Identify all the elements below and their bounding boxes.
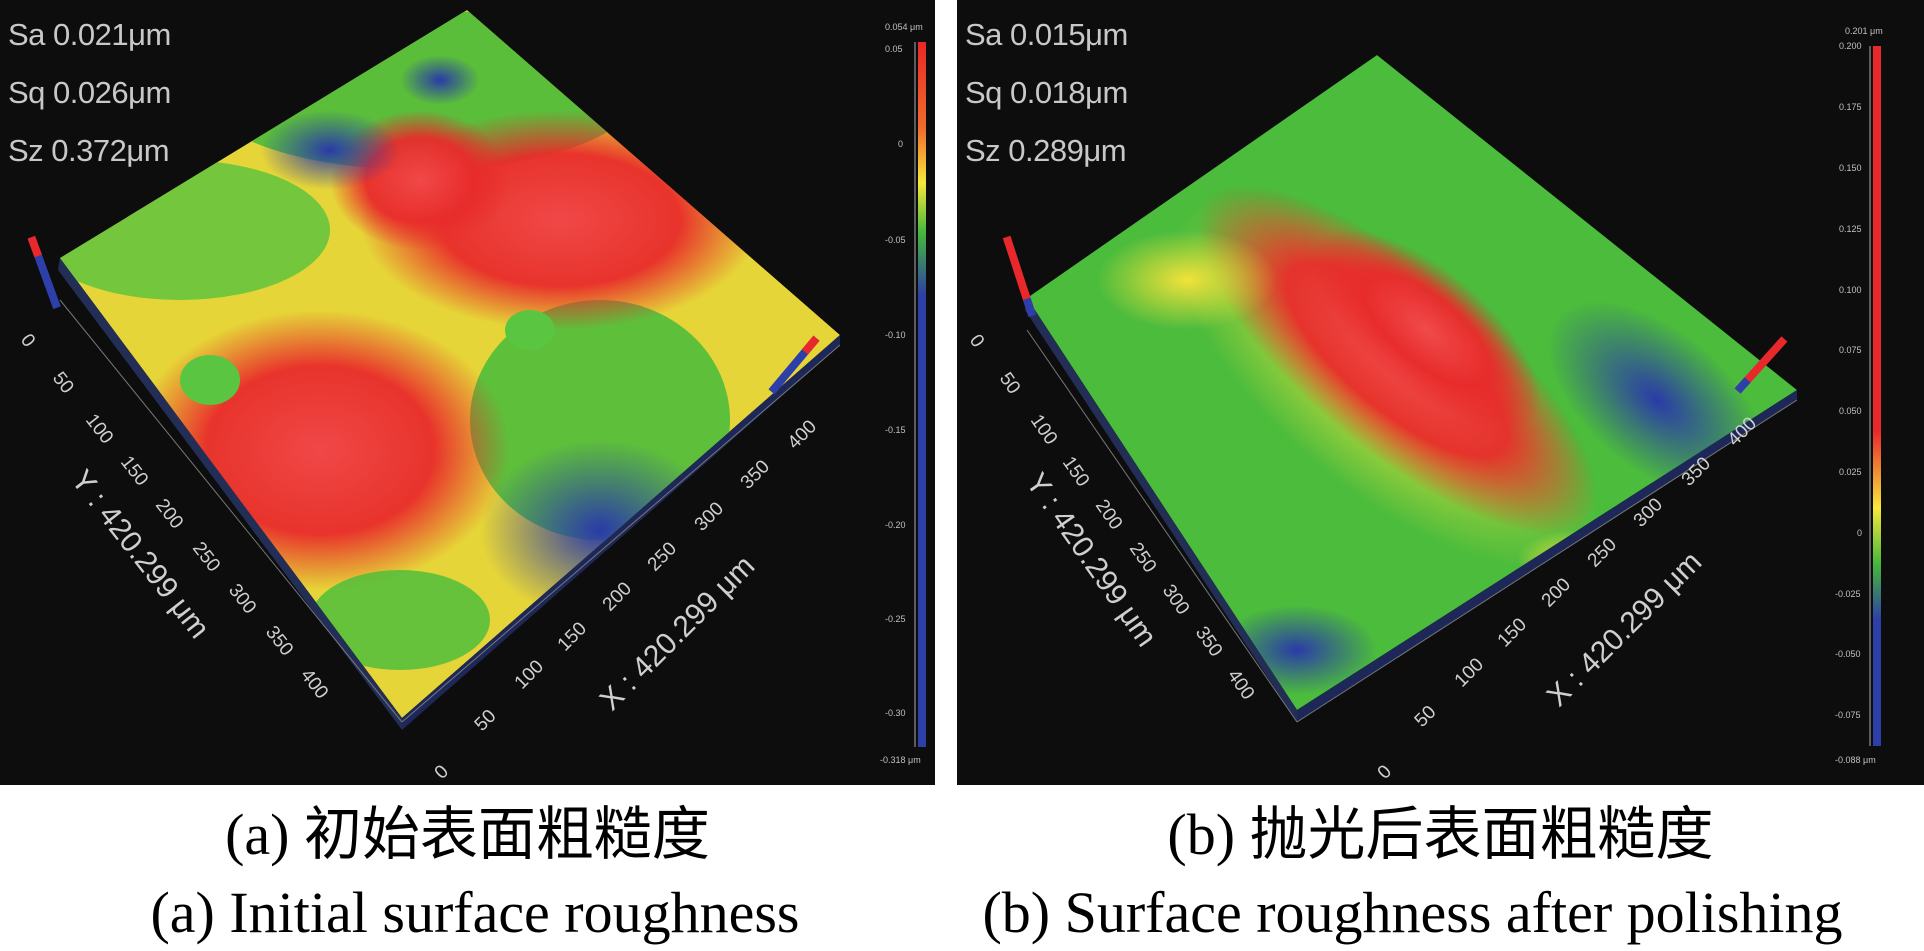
x-tick: 50 [471, 706, 501, 736]
scale-tick: -0.15 [885, 425, 906, 435]
y-tick: 200 [1091, 496, 1126, 534]
scale-tick: -0.30 [885, 708, 906, 718]
y-tick: 0 [965, 331, 988, 352]
x-tick: 350 [737, 456, 774, 493]
x-tick: 0 [431, 761, 453, 783]
y-tick: 350 [261, 622, 297, 660]
scale-tick: 0.050 [1839, 406, 1862, 416]
color-scale-bar [1873, 46, 1881, 746]
surface-plot-panel-a: 0 50 100 150 200 250 300 350 400 Y : 420… [0, 0, 935, 785]
roughness-stats-a: Sa 0.021μm Sq 0.026μm Sz 0.372μm [8, 6, 171, 180]
y-tick: 350 [1191, 623, 1226, 661]
x-tick: 0 [1374, 761, 1396, 783]
scale-tick: 0.150 [1839, 163, 1862, 173]
scale-tick: 0.075 [1839, 345, 1862, 355]
x-tick: 250 [1584, 534, 1621, 571]
y-tick: 400 [296, 665, 332, 703]
scale-min-label: -0.318 μm [880, 755, 921, 765]
scale-tick: 0.05 [885, 44, 903, 54]
y-tick: 150 [116, 452, 152, 490]
y-tick: 50 [48, 368, 78, 398]
y-tick: 200 [151, 495, 187, 533]
surface-plot-panel-b: 0 50 100 150 200 250 300 350 400 Y : 420… [957, 0, 1924, 785]
scale-tick: 0.100 [1839, 285, 1862, 295]
x-tick: 400 [784, 416, 821, 453]
scale-tick: -0.075 [1835, 710, 1861, 720]
scale-tick: -0.05 [885, 235, 906, 245]
y-tick: 400 [1223, 666, 1258, 704]
scale-tick: 0.125 [1839, 224, 1862, 234]
scale-tick: -0.025 [1835, 589, 1861, 599]
color-scale-bar [918, 42, 926, 747]
scale-tick: -0.10 [885, 330, 906, 340]
y-tick: 300 [1158, 581, 1193, 619]
surface-3d-view-b: 0 50 100 150 200 250 300 350 400 Y : 420… [965, 26, 1883, 784]
x-axis-label-a: X : 420.299 μm [594, 549, 762, 717]
x-axis-label-b: X : 420.299 μm [1541, 545, 1709, 713]
caption-en-b: (b) Surface roughness after polishing [982, 880, 1843, 945]
y-tick: 0 [16, 330, 39, 351]
scale-tick: 0 [898, 139, 903, 149]
x-tick: 50 [1411, 702, 1441, 732]
x-tick: 150 [554, 618, 591, 655]
color-scale-a: 0.054 μm 0.05 0 -0.05 -0.10 -0.15 -0.20 … [880, 22, 926, 765]
scale-tick: -0.20 [885, 520, 906, 530]
x-tick: 150 [1494, 614, 1531, 651]
scale-tick: 0.175 [1839, 102, 1862, 112]
sa-value: Sa 0.021μm [8, 17, 171, 52]
x-tick: 200 [1538, 574, 1575, 611]
y-tick: 250 [188, 538, 224, 576]
roughness-stats-b: Sa 0.015μm Sq 0.018μm Sz 0.289μm [965, 6, 1128, 180]
scale-min-label: -0.088 μm [1835, 755, 1876, 765]
scale-tick: 0 [1857, 528, 1862, 538]
caption-en-a: (a) Initial surface roughness [150, 880, 800, 945]
y-tick: 300 [224, 580, 260, 618]
scale-tick: -0.25 [885, 614, 906, 624]
sz-value: Sz 0.289μm [965, 133, 1127, 168]
scale-max-label: 0.201 μm [1845, 26, 1883, 36]
scale-tick: 0.200 [1839, 41, 1862, 51]
x-tick: 100 [1451, 654, 1488, 691]
y-tick: 50 [995, 369, 1024, 398]
caption-cn-b: (b) 抛光后表面粗糙度 [1167, 802, 1714, 867]
sa-value: Sa 0.015μm [965, 17, 1128, 52]
color-scale-b: 0.201 μm 0.200 0.175 0.150 0.125 0.100 0… [1835, 26, 1883, 765]
caption-cn-a: (a) 初始表面粗糙度 [225, 802, 710, 867]
height-map-b [1027, 55, 1797, 710]
x-tick: 100 [511, 656, 548, 693]
scale-tick: 0.025 [1839, 467, 1862, 477]
surface-3d-view-a: 0 50 100 150 200 250 300 350 400 Y : 420… [16, 10, 926, 784]
y-tick: 100 [81, 410, 117, 448]
x-tick: 200 [599, 578, 636, 615]
sq-value: Sq 0.018μm [965, 75, 1128, 110]
x-tick: 250 [644, 538, 681, 575]
y-tick: 100 [1026, 411, 1061, 449]
scale-tick: -0.050 [1835, 649, 1861, 659]
x-tick: 300 [691, 498, 728, 535]
y-tick: 150 [1058, 453, 1093, 491]
sz-value: Sz 0.372μm [8, 133, 170, 168]
sq-value: Sq 0.026μm [8, 75, 171, 110]
y-tick: 250 [1125, 539, 1160, 577]
scale-max-label: 0.054 μm [885, 22, 923, 32]
